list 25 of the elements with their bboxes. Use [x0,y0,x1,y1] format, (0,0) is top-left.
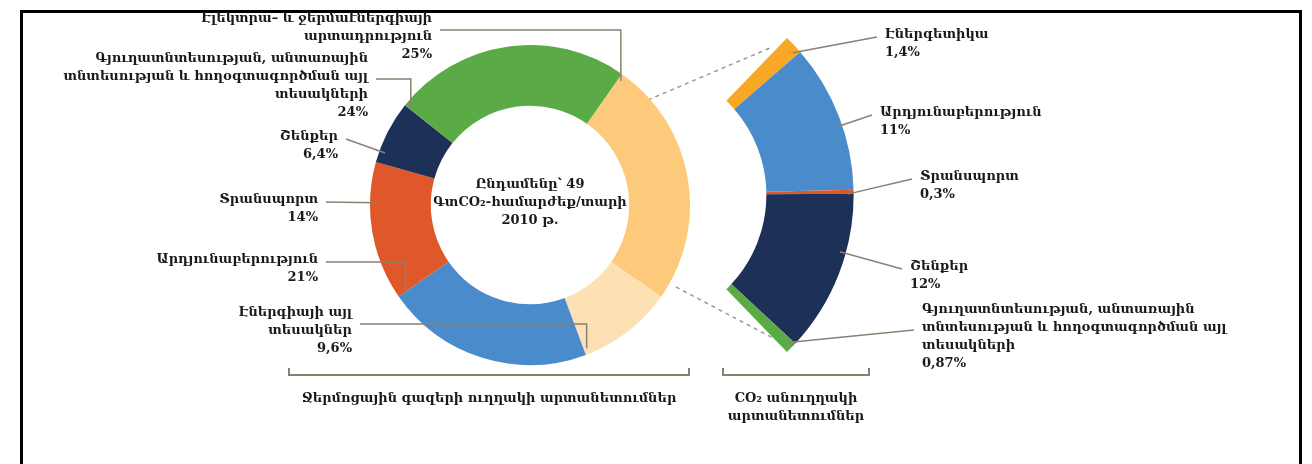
text: CO₂ անուղղակի արտանետումներ [727,389,865,423]
text: Ընդամենը՝ 49 ԳտCO₂-համարժեք/տարի 2010 թ. [433,175,628,227]
slice-label: Շենքեր [910,257,969,273]
data-label: 0,87% [922,354,967,370]
slice-label: Էլեկտրա– և ջերմաէներգիայի արտադրություն [201,9,433,43]
data-label: 11% [880,121,912,137]
slice-label: Տրանսպորտ [920,167,1020,183]
slice-label: Էներգիայի այլ տեսակներ [238,303,354,337]
data-label: 24% [337,103,369,119]
data-label: 21% [287,268,319,284]
slice-label: Գյուղատնտեսության, անտառային տնտեսության և հողօգտագործման այլ տեսակների [63,49,370,101]
slice-label: Էներգետիկա [885,25,989,41]
data-label: 12% [910,275,942,291]
data-label: 25% [401,45,433,61]
data-label: 6,4% [303,145,339,161]
slice-label: Գյուղատնտեսության, անտառային տնտեսության և հողօգտագործման այլ տեսակների [922,300,1229,352]
data-label: 0,3% [920,185,956,201]
text: Ջերմոցային գազերի ուղղակի արտանետումներ [301,389,677,405]
slice-label: Արդյունաբերություն [880,103,1042,119]
data-label: 14% [287,208,319,224]
slice-label: Տրանսպորտ [219,190,319,206]
data-label: 9,6% [317,339,353,355]
slice-label: Արդյունաբերություն [156,250,318,266]
data-label: 1,4% [885,43,921,59]
slice-label: Շենքեր [279,127,339,143]
